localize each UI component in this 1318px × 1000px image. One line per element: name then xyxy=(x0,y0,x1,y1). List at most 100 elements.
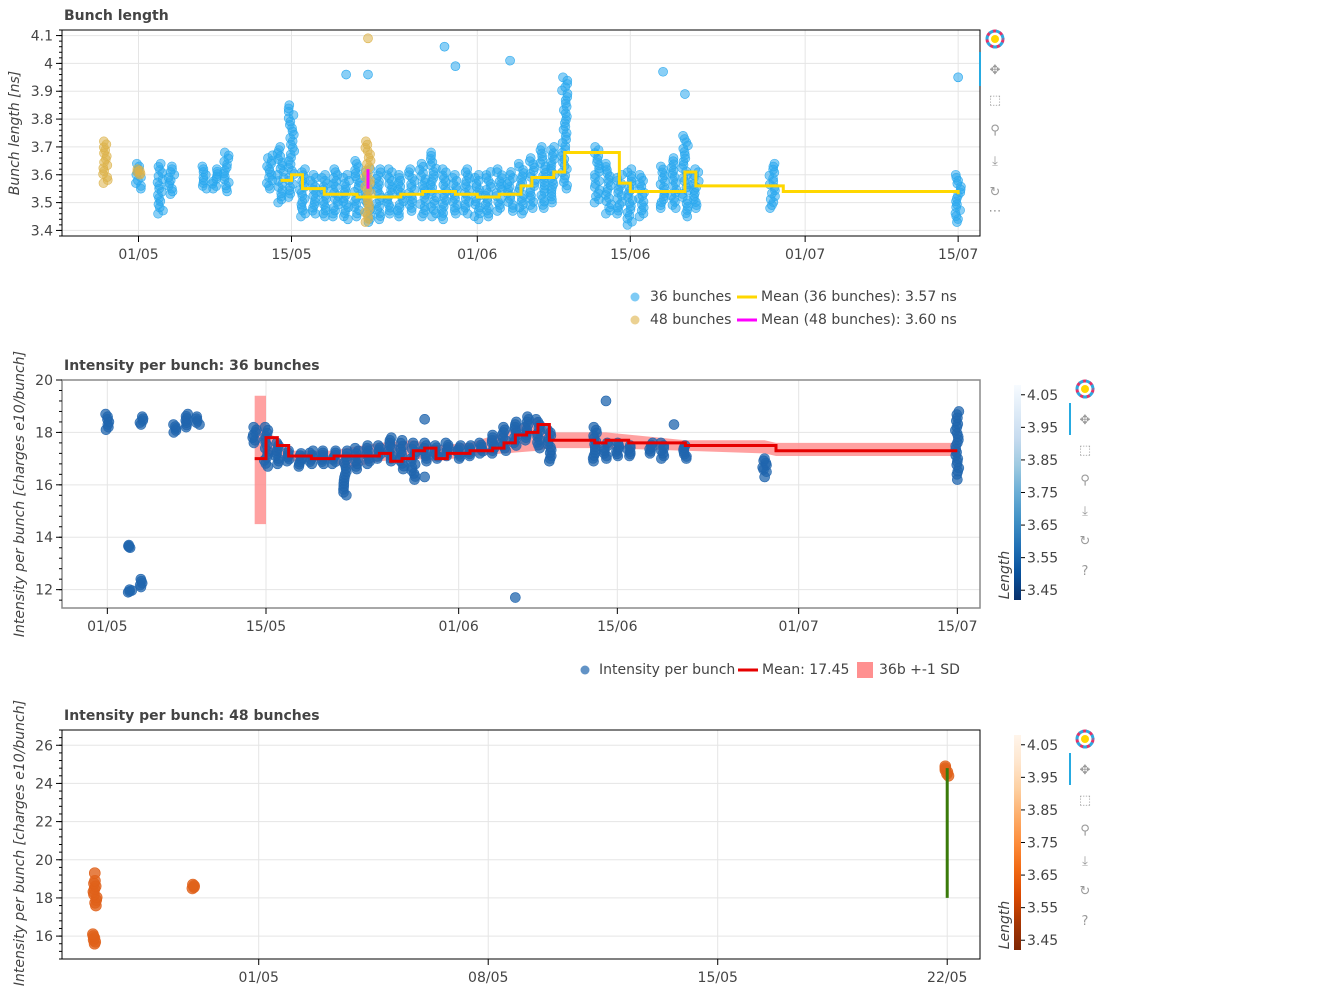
points-layer xyxy=(100,395,965,603)
x-tick-label: 22/05 xyxy=(927,970,967,986)
box-zoom-icon[interactable]: ⬚ xyxy=(989,93,1001,108)
data-point xyxy=(362,440,373,451)
data-point xyxy=(259,421,271,433)
data-point xyxy=(953,406,965,417)
box-zoom-icon[interactable]: ⬚ xyxy=(1079,443,1091,458)
box-zoom-icon[interactable]: ⬚ xyxy=(1079,793,1091,808)
pan-icon[interactable]: ✥ xyxy=(990,63,1001,78)
chart-title: Intensity per bunch: 36 bunches xyxy=(64,358,320,374)
data-point xyxy=(349,442,361,454)
data-point xyxy=(588,421,600,433)
data-point xyxy=(320,169,330,180)
data-point xyxy=(99,136,109,147)
legend-label-36: 36 bunches xyxy=(650,289,731,305)
x-tick-label: 01/06 xyxy=(438,619,478,635)
data-point xyxy=(680,89,690,99)
data-point xyxy=(544,455,555,467)
y-tick-label: 3.6 xyxy=(31,168,53,184)
data-point xyxy=(450,61,461,71)
mean-line xyxy=(280,150,960,199)
legend-label-mean: Mean: 17.45 xyxy=(762,662,849,678)
data-point xyxy=(386,432,397,443)
colorbar-scale xyxy=(1014,385,1021,600)
grid xyxy=(62,730,980,959)
data-point xyxy=(953,72,963,83)
more-tools-icon[interactable]: ⋯ xyxy=(989,204,1002,219)
y-tick-label: 3.8 xyxy=(31,112,53,128)
colorbar-title: Length xyxy=(997,551,1013,600)
data-point xyxy=(308,169,319,180)
bokeh-logo-icon[interactable] xyxy=(985,29,1005,49)
colorbar-tick-label: 3.45 xyxy=(1027,583,1058,599)
y-tick-label: 24 xyxy=(35,776,53,792)
colorbar-scale xyxy=(1014,735,1021,950)
data-point xyxy=(506,167,516,177)
axes: 01/05 15/05 01/06 15/06 01/07 15/07 3.4 3.5 3.6 3… xyxy=(31,29,979,263)
colorbar-tick-label: 4.05 xyxy=(1027,388,1058,404)
data-point xyxy=(330,445,341,457)
bokeh-logo-icon[interactable] xyxy=(1075,379,1095,399)
y-tick-label: 20 xyxy=(35,853,53,869)
colorbar-tick-label: 3.95 xyxy=(1027,420,1058,436)
grid xyxy=(62,30,980,236)
bokeh-logo-icon[interactable] xyxy=(1075,729,1095,749)
data-point xyxy=(513,158,524,169)
panel-bunch-length: Bunch length 01/05 15/05 01/06 15/06 01/07 15… xyxy=(7,8,1005,328)
reset-icon[interactable]: ↻ xyxy=(1080,534,1091,549)
y-tick-label: 26 xyxy=(35,738,53,754)
wheel-zoom-icon[interactable]: ⚲ xyxy=(1080,473,1090,488)
wheel-zoom-icon[interactable]: ⚲ xyxy=(990,123,1000,138)
legend: 36 bunches Mean (36 bunches): 3.57 ns 48… xyxy=(630,289,957,328)
pan-icon[interactable]: ✥ xyxy=(1080,413,1091,428)
data-point xyxy=(124,584,135,595)
data-point xyxy=(759,471,770,483)
data-point xyxy=(450,169,460,180)
data-point xyxy=(455,440,466,451)
x-tick-label: 15/07 xyxy=(937,619,977,635)
panel-intensity-48: Intensity per bunch: 48 bunches 01/05 08/… xyxy=(12,700,1095,986)
mean-line xyxy=(254,423,958,463)
y-tick-label: 3.5 xyxy=(31,196,53,212)
y-axis-label: Intensity per bunch [charges e10/bunch] xyxy=(12,700,28,986)
active-tool-indicator xyxy=(1069,403,1071,435)
save-icon[interactable]: ⤓ xyxy=(1082,504,1088,519)
reset-icon[interactable]: ↻ xyxy=(1080,884,1091,899)
data-point xyxy=(549,142,559,152)
save-icon[interactable]: ⤓ xyxy=(1082,854,1088,869)
help-icon[interactable]: ? xyxy=(1082,914,1089,929)
data-point xyxy=(317,445,329,457)
colorbar-tick-label: 3.75 xyxy=(1027,486,1058,502)
data-point xyxy=(135,573,147,585)
reset-icon[interactable]: ↻ xyxy=(990,185,1001,200)
data-point xyxy=(658,66,668,77)
y-tick-label: 3.9 xyxy=(31,84,53,100)
x-tick-label: 15/05 xyxy=(698,970,738,986)
data-point xyxy=(419,471,430,483)
colorbar-tick-label: 3.45 xyxy=(1027,933,1058,949)
x-tick-label: 15/05 xyxy=(246,619,286,635)
pan-icon[interactable]: ✥ xyxy=(1080,763,1091,778)
data-point xyxy=(590,142,600,152)
colorbar-tick-label: 3.55 xyxy=(1027,901,1058,917)
points-layer xyxy=(87,760,955,950)
legend-label-sd: 36b +-1 SD xyxy=(879,662,960,678)
save-icon[interactable]: ⤓ xyxy=(992,154,998,169)
data-point xyxy=(329,164,340,174)
wheel-zoom-icon[interactable]: ⚲ xyxy=(1080,823,1090,838)
active-tool-indicator xyxy=(979,52,981,86)
lines-layer xyxy=(254,423,958,463)
x-tick-label: 01/05 xyxy=(239,970,279,986)
data-point xyxy=(307,445,319,457)
y-tick-label: 4.1 xyxy=(31,29,53,45)
data-point xyxy=(510,592,521,603)
data-point xyxy=(123,539,135,551)
data-point xyxy=(601,158,611,169)
y-tick-label: 16 xyxy=(35,478,53,494)
x-tick-label: 01/05 xyxy=(118,247,158,263)
data-point xyxy=(542,424,553,436)
colorbar: 3.45 3.55 3.65 3.75 3.85 3.95 4.05 xyxy=(1014,735,1058,950)
data-point xyxy=(300,164,310,174)
x-tick-label: 01/07 xyxy=(778,619,818,635)
data-point xyxy=(396,434,408,446)
help-icon[interactable]: ? xyxy=(1082,564,1089,579)
